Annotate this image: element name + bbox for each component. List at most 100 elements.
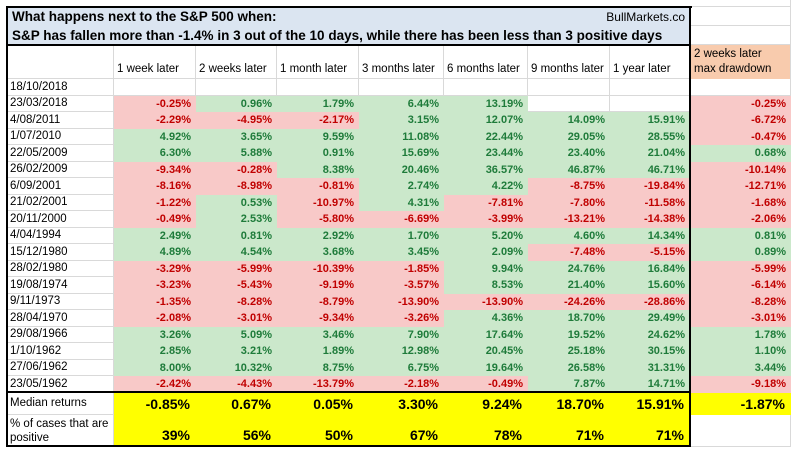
return-cell[interactable]: 46.71% [610,161,690,178]
drawdown-cell[interactable]: -1.68% [690,194,791,211]
return-cell[interactable]: -0.49% [114,211,196,228]
date-cell[interactable]: 22/05/2009 [7,145,114,162]
return-cell[interactable]: -8.28% [196,293,277,310]
return-cell[interactable]: 36.57% [444,161,528,178]
return-cell[interactable]: 22.44% [444,128,528,145]
return-cell[interactable]: -0.28% [196,161,277,178]
return-cell[interactable]: 1.89% [277,343,359,360]
drawdown-cell[interactable]: -0.47% [690,128,791,145]
return-cell[interactable] [528,95,610,112]
return-cell[interactable]: 3.68% [277,244,359,261]
return-cell[interactable] [528,79,610,96]
date-cell[interactable]: 21/02/2001 [7,194,114,211]
median-cell[interactable]: 3.30% [359,392,444,415]
return-cell[interactable]: 0.91% [277,145,359,162]
return-cell[interactable]: 46.87% [528,161,610,178]
drawdown-cell[interactable]: 3.44% [690,359,791,376]
return-cell[interactable]: -5.15% [610,244,690,261]
median-drawdown-cell[interactable]: -1.87% [690,392,791,415]
drawdown-cell[interactable]: -0.25% [690,95,791,112]
return-cell[interactable]: 14.34% [610,227,690,244]
return-cell[interactable]: -2.42% [114,376,196,393]
median-cell[interactable]: 0.05% [277,392,359,415]
drawdown-cell[interactable]: -6.72% [690,112,791,129]
return-cell[interactable]: 17.64% [444,326,528,343]
return-cell[interactable]: -9.34% [114,161,196,178]
return-cell[interactable]: 4.22% [444,178,528,195]
return-cell[interactable]: 9.94% [444,260,528,277]
column-header[interactable]: 1 week later [114,45,196,79]
median-cell[interactable]: 18.70% [528,392,610,415]
return-cell[interactable]: -8.16% [114,178,196,195]
return-cell[interactable]: -28.86% [610,293,690,310]
date-cell[interactable]: 29/08/1966 [7,326,114,343]
return-cell[interactable]: 4.89% [114,244,196,261]
median-cell[interactable]: 0.67% [196,392,277,415]
column-header[interactable]: 1 year later [610,45,690,79]
return-cell[interactable]: 4.36% [444,310,528,327]
positive-cell[interactable]: 39% [114,414,196,447]
return-cell[interactable]: -13.90% [444,293,528,310]
column-header[interactable]: 3 months later [359,45,444,79]
return-cell[interactable]: -3.26% [359,310,444,327]
return-cell[interactable]: 21.40% [528,277,610,294]
date-cell[interactable]: 23/03/2018 [7,95,114,112]
drawdown-cell[interactable]: -8.28% [690,293,791,310]
return-cell[interactable]: -3.99% [444,211,528,228]
drawdown-cell[interactable]: -3.01% [690,310,791,327]
return-cell[interactable]: 20.45% [444,343,528,360]
return-cell[interactable] [610,95,690,112]
return-cell[interactable] [444,79,528,96]
return-cell[interactable]: -2.29% [114,112,196,129]
median-label[interactable]: Median returns [7,392,114,415]
return-cell[interactable]: 4.31% [359,194,444,211]
positive-label[interactable]: % of cases that are positive [7,414,114,447]
date-cell[interactable]: 9/11/1973 [7,293,114,310]
median-cell[interactable]: 15.91% [610,392,690,415]
return-cell[interactable]: 3.26% [114,326,196,343]
return-cell[interactable]: 6.44% [359,95,444,112]
drawdown-cell[interactable]: 0.81% [690,227,791,244]
return-cell[interactable]: 10.32% [196,359,277,376]
return-cell[interactable] [610,79,690,96]
return-cell[interactable]: 19.52% [528,326,610,343]
return-cell[interactable]: 1.79% [277,95,359,112]
return-cell[interactable]: 2.92% [277,227,359,244]
return-cell[interactable]: 3.21% [196,343,277,360]
positive-drawdown-cell[interactable] [690,414,791,447]
positive-cell[interactable]: 71% [528,414,610,447]
return-cell[interactable]: -3.29% [114,260,196,277]
drawdown-cell[interactable]: -10.14% [690,161,791,178]
return-cell[interactable]: 25.18% [528,343,610,360]
return-cell[interactable]: 23.40% [528,145,610,162]
return-cell[interactable]: 12.07% [444,112,528,129]
drawdown-cell[interactable]: 1.10% [690,343,791,360]
return-cell[interactable]: -2.08% [114,310,196,327]
return-cell[interactable]: 0.53% [196,194,277,211]
column-header[interactable]: 2 weeks later [196,45,277,79]
return-cell[interactable]: -7.81% [444,194,528,211]
return-cell[interactable]: 16.84% [610,260,690,277]
return-cell[interactable]: -5.99% [196,260,277,277]
return-cell[interactable]: 6.75% [359,359,444,376]
return-cell[interactable]: 5.20% [444,227,528,244]
date-cell[interactable]: 28/04/1970 [7,310,114,327]
return-cell[interactable]: 4.54% [196,244,277,261]
median-cell[interactable]: -0.85% [114,392,196,415]
return-cell[interactable]: -1.35% [114,293,196,310]
return-cell[interactable]: -4.95% [196,112,277,129]
return-cell[interactable]: 7.87% [528,376,610,393]
return-cell[interactable]: -9.34% [277,310,359,327]
median-cell[interactable]: 9.24% [444,392,528,415]
column-header[interactable]: 1 month later [277,45,359,79]
return-cell[interactable]: 4.60% [528,227,610,244]
return-cell[interactable]: -9.19% [277,277,359,294]
return-cell[interactable]: 3.46% [277,326,359,343]
return-cell[interactable]: 9.59% [277,128,359,145]
return-cell[interactable]: -19.84% [610,178,690,195]
return-cell[interactable] [277,79,359,96]
drawdown-header[interactable]: 2 weeks later max drawdown [690,45,791,79]
return-cell[interactable]: 24.62% [610,326,690,343]
return-cell[interactable]: 3.15% [359,112,444,129]
date-cell[interactable]: 4/08/2011 [7,112,114,129]
